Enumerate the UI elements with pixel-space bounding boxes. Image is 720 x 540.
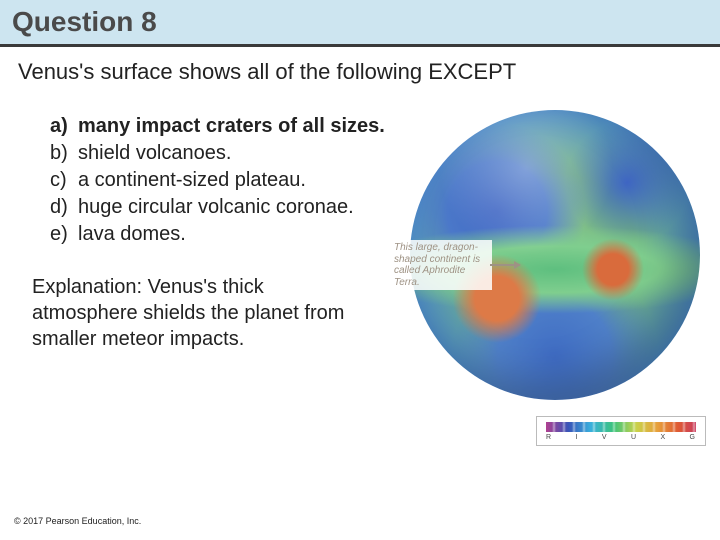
option-letter: e) bbox=[50, 221, 78, 248]
option-a: a) many impact craters of all sizes. bbox=[50, 113, 390, 140]
options-list: a) many impact craters of all sizes. b) … bbox=[0, 85, 390, 248]
explanation-text: Explanation: Venus's thick atmosphere sh… bbox=[0, 248, 350, 352]
option-letter: c) bbox=[50, 167, 78, 194]
option-text: huge circular volcanic coronae. bbox=[78, 194, 354, 221]
option-letter: d) bbox=[50, 194, 78, 221]
option-c: c) a continent-sized plateau. bbox=[50, 167, 390, 194]
spectrum-legend: R I V U X G bbox=[536, 416, 706, 446]
option-d: d) huge circular volcanic coronae. bbox=[50, 194, 390, 221]
option-letter: a) bbox=[50, 113, 78, 140]
legend-letter: R bbox=[546, 434, 552, 441]
legend-gradient bbox=[546, 422, 696, 432]
option-text: many impact craters of all sizes. bbox=[78, 113, 385, 140]
slide-title: Question 8 bbox=[12, 6, 708, 38]
legend-letter: X bbox=[660, 434, 666, 441]
image-annotation: This large, dragon-shaped continent is c… bbox=[392, 240, 492, 290]
option-text: a continent-sized plateau. bbox=[78, 167, 306, 194]
option-text: lava domes. bbox=[78, 221, 186, 248]
legend-labels: R I V U X G bbox=[546, 434, 696, 441]
option-text: shield volcanoes. bbox=[78, 140, 231, 167]
question-stem: Venus's surface shows all of the followi… bbox=[0, 47, 720, 85]
title-bar: Question 8 bbox=[0, 0, 720, 44]
option-b: b) shield volcanoes. bbox=[50, 140, 390, 167]
legend-letter: I bbox=[575, 434, 578, 441]
legend-wave-icon bbox=[546, 422, 696, 432]
copyright-text: © 2017 Pearson Education, Inc. bbox=[14, 516, 141, 526]
legend-letter: U bbox=[631, 434, 637, 441]
option-e: e) lava domes. bbox=[50, 221, 390, 248]
annotation-arrow-icon bbox=[490, 264, 520, 266]
option-letter: b) bbox=[50, 140, 78, 167]
legend-letter: G bbox=[690, 434, 696, 441]
legend-letter: V bbox=[602, 434, 608, 441]
